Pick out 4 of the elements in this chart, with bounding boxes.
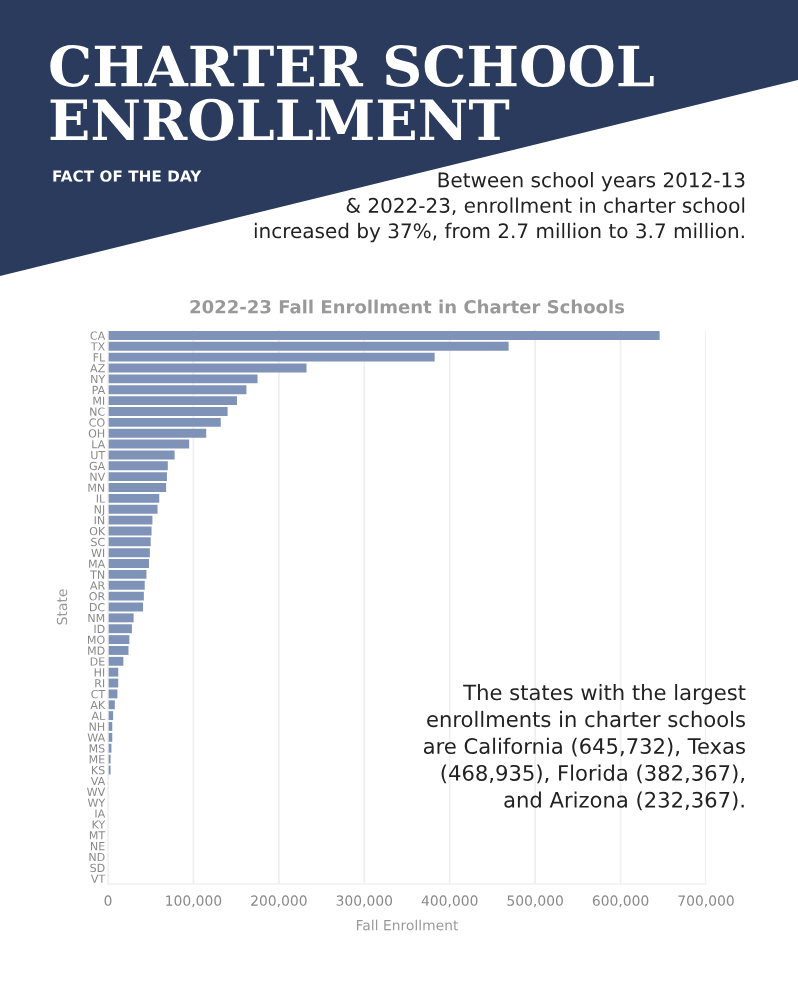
text: Between school years 2012-13 & 2022-23, enrollment in charter school increased by 37%, from 2.7 million to 3.7 million.	[254, 172, 745, 243]
chart-title: 2022-23 Fall Enrollment in Charter Schools	[190, 299, 625, 314]
annotation: The states with the largest enrollments in charter schools are California (645,732), Texas (468,935), Florida (382,367), and Arizona (232,367).	[423, 684, 746, 811]
text: CHARTER SCHOOL ENROLLMENT	[50, 44, 654, 141]
